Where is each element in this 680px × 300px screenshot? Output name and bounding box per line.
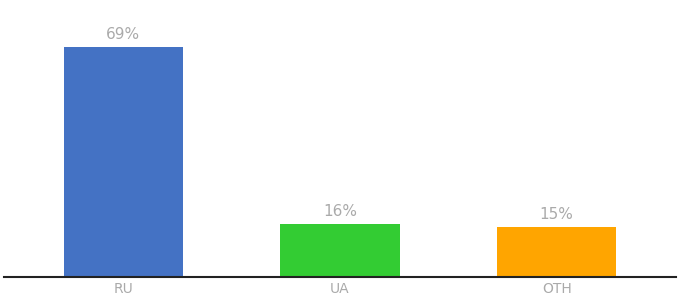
Text: 69%: 69% [106, 27, 140, 42]
Bar [280, 224, 400, 277]
Text: 15%: 15% [540, 207, 574, 222]
Text: 16%: 16% [323, 204, 357, 219]
Bar [497, 227, 616, 277]
Bar [64, 47, 183, 277]
